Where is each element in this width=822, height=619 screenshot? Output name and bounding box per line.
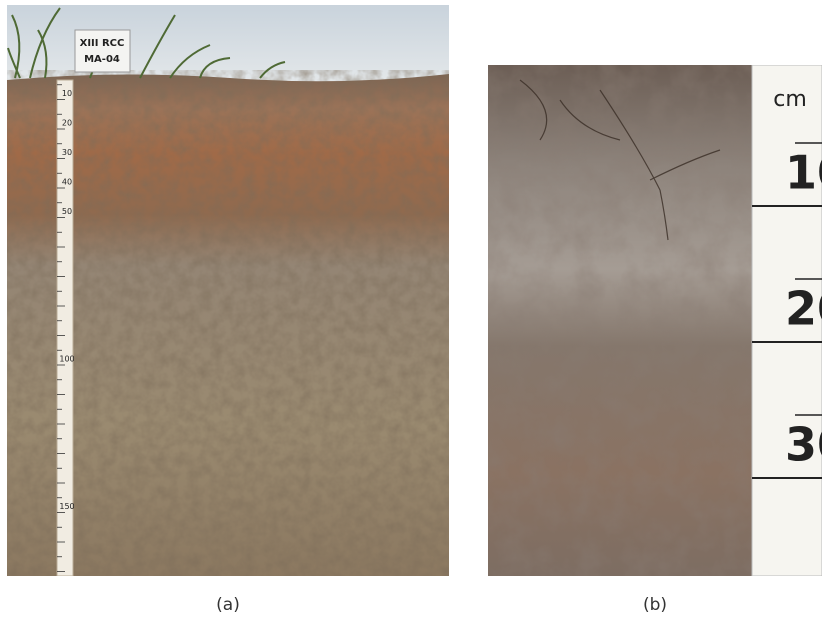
sign-line-2: MA-04 <box>84 54 120 65</box>
ruler-label: 20 <box>785 282 822 336</box>
panel-b-photo: 10 20 30 cm <box>488 65 822 576</box>
ruler-label: 40 <box>62 178 72 187</box>
ruler-unit: cm <box>773 87 807 112</box>
ruler-label: 50 <box>62 207 72 216</box>
sign-board <box>75 30 130 72</box>
sign-line-1: XIII RCC <box>80 38 125 49</box>
figure: 10 20 30 40 50 100 150 XIII RCC MA-04 (a) 10 20… <box>0 0 822 619</box>
ruler-label: 30 <box>62 148 72 157</box>
ruler-label: 20 <box>62 119 72 128</box>
page: 10 20 30 40 50 100 150 XIII RCC MA-04 (a) 10 20… <box>0 0 822 619</box>
ruler-label: 100 <box>59 355 74 364</box>
ruler-label: 10 <box>785 146 822 200</box>
panel-a-photo: 10 20 30 40 50 100 150 XIII RCC MA-04 <box>7 5 449 576</box>
ruler-label: 10 <box>62 89 72 98</box>
caption-a: (a) <box>216 595 240 615</box>
ruler-label: 150 <box>59 502 74 511</box>
caption-b: (b) <box>643 595 667 615</box>
ruler-label: 30 <box>785 418 822 472</box>
